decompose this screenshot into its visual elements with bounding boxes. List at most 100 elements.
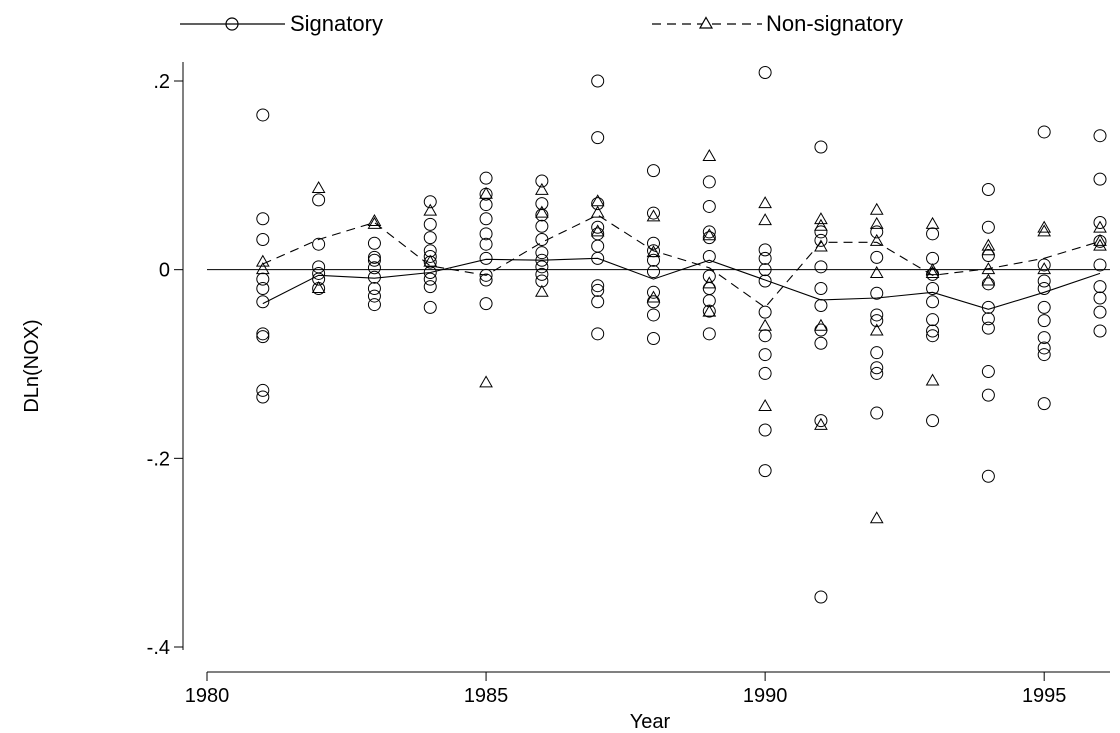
signatory-point [256,232,270,246]
signatory-point [814,233,828,247]
non-signatory-point [423,203,438,216]
signatory-point [479,212,493,226]
x-tick-label: 1990 [743,685,788,707]
signatory-point [256,390,270,404]
x-axis-title: Year [630,711,671,733]
non-signatory-point [255,254,270,267]
signatory-point [758,366,772,380]
signatory-point [981,300,995,314]
non-signatory-point [311,181,326,194]
signatory-point [1037,125,1051,139]
signatory-point [256,108,270,122]
signatory-point [870,286,884,300]
signatory-point [702,249,716,263]
signatory-point [702,175,716,189]
signatory-point [981,182,995,196]
signatory-point [423,272,437,286]
signatory-point [367,261,381,275]
non-signatory-point [981,238,996,251]
signatory-point [312,266,326,280]
non-signatory-points [255,148,1107,524]
signatory-point [647,236,660,250]
signatory-point [758,274,772,288]
signatory-point [870,406,884,420]
signatory-point [981,321,995,335]
signatory-point [926,414,940,428]
signatory-point [591,283,605,297]
signatory-point [479,273,493,287]
signatory-point [647,285,660,299]
signatory-point [758,464,772,478]
signatory-point [1037,314,1051,328]
non-signatory-point [925,216,940,229]
signatory-point [870,346,884,360]
legend-label-signatory: Signatory [290,11,383,36]
signatory-point [1093,258,1107,272]
signatory-mean-line [262,257,1101,310]
non-signatory-point [1093,238,1107,251]
signatory-point [591,74,605,88]
signatory-point [1037,274,1051,288]
signatory-point [535,267,549,281]
non-signatory-point [423,254,438,267]
signatory-point [591,220,605,234]
non-signatory-point [702,276,717,289]
signatory-point [647,332,660,346]
signatory-point [1093,305,1107,319]
signatory-point [423,195,437,209]
signatory-point [1093,129,1107,143]
signatory-point [535,260,549,274]
signatory-point [367,253,381,267]
non-signatory-point [702,304,717,317]
signatory-point [367,282,381,296]
signatory-point [591,251,605,265]
signatory-point [647,308,660,322]
signatory-point [926,251,940,265]
signatory-point [367,270,381,284]
signatory-point [367,289,381,303]
non-signatory-point [367,216,382,229]
signatory-point [647,164,660,178]
signatory-point [926,329,940,343]
non-signatory-mean-line [262,214,1101,309]
signatory-point [591,131,605,145]
signatory-point [591,295,605,309]
signatory-point [1037,348,1051,362]
signatory-point [926,313,940,327]
signatory-point [535,274,549,288]
signatory-point [1037,331,1051,345]
signatory-point [1093,280,1107,294]
signatory-point [256,330,270,344]
non-signatory-point [758,398,772,411]
signatory-point [814,282,828,296]
non-signatory-point [981,273,996,286]
signatory-point [535,174,549,188]
signatory-point [702,225,716,239]
signatory-point [423,249,437,263]
legend-circle-marker [225,17,239,31]
signatory-points [256,66,1107,604]
signatory-point [758,66,772,80]
signatory-point [702,269,716,283]
signatory-point [312,193,326,207]
series-lines [262,214,1101,310]
y-tick-label: .2 [153,71,170,93]
signatory-point [256,212,270,226]
y-tick-label: -.2 [147,448,170,470]
signatory-point [535,208,549,222]
non-signatory-point [925,265,940,278]
signatory-point [312,272,326,286]
signatory-point [591,239,605,253]
signatory-point [926,324,940,338]
non-signatory-point [646,245,661,258]
signatory-point [814,299,828,313]
signatory-point [1037,300,1051,314]
non-signatory-point [590,194,605,207]
signatory-point [1093,291,1107,305]
non-signatory-point [646,290,661,303]
non-signatory-point [814,318,828,331]
signatory-point [423,300,437,314]
y-tick-label: 0 [159,260,170,282]
non-signatory-point [1037,262,1052,275]
